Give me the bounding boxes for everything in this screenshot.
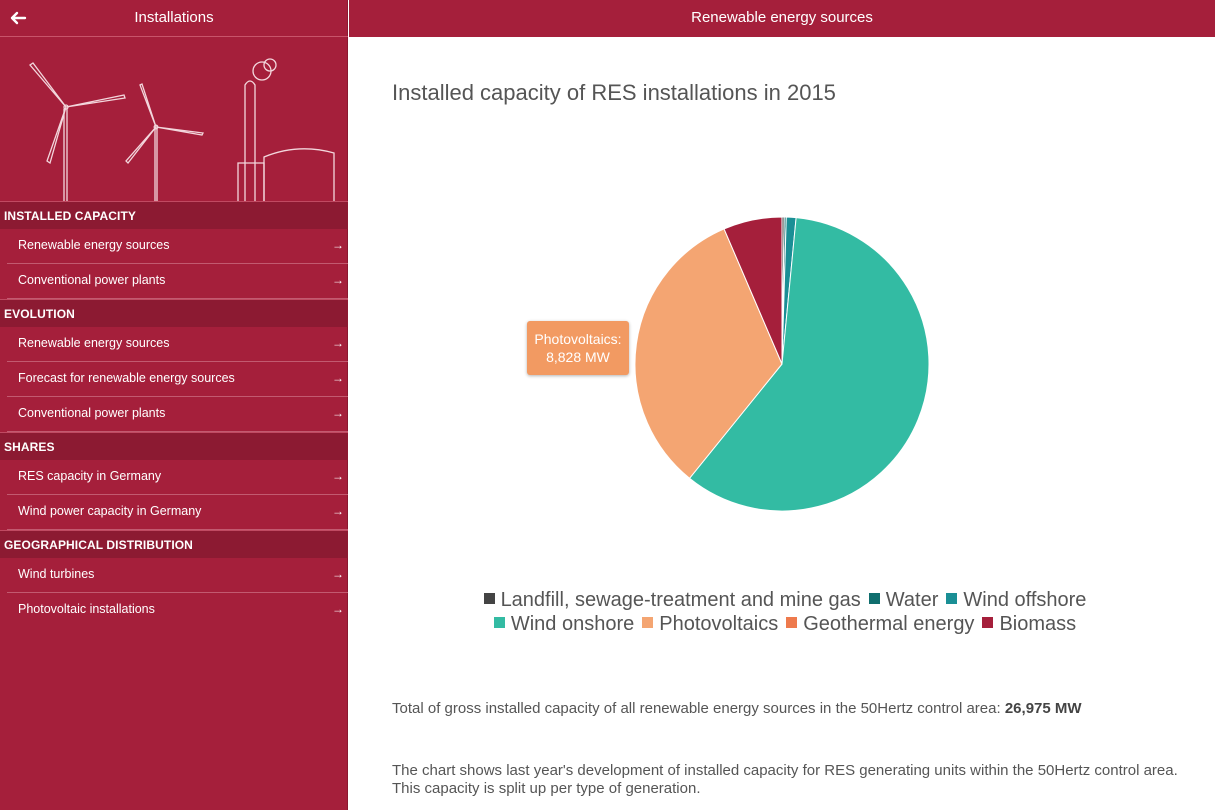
arrow-left-icon: [10, 11, 27, 25]
sidebar-item-label: RES capacity in Germany: [18, 469, 162, 483]
legend-label: Wind offshore: [963, 589, 1087, 611]
pie-chart[interactable]: [620, 205, 950, 525]
sidebar-header: Installations: [0, 0, 348, 37]
arrow-right-icon: →: [332, 504, 344, 518]
wind-and-power-plant-illustration: [29, 58, 335, 201]
sidebar-item-label: Wind turbines: [18, 567, 95, 581]
arrow-right-icon: →: [332, 567, 344, 581]
sidebar-title: Installations: [134, 9, 214, 26]
chart-tooltip: Photovoltaics: 8,828 MW: [527, 321, 629, 375]
sidebar-item-res-capacity-in-germany[interactable]: RES capacity in Germany →: [7, 460, 348, 495]
arrow-right-icon: →: [332, 371, 344, 385]
sidebar-item-forecast-for-renewable-energy-sources[interactable]: Forecast for renewable energy sources →: [7, 362, 348, 397]
total-label: Total of gross installed capacity of all…: [392, 700, 1001, 717]
sidebar: Installations INSTALLED CAPACITY Renew: [0, 0, 348, 810]
sidebar-item-renewable-energy-sources[interactable]: Renewable energy sources →: [7, 327, 348, 362]
legend-item-biomass[interactable]: Biomass: [982, 612, 1076, 636]
legend-swatch: [786, 617, 798, 628]
legend-item-water[interactable]: Water: [868, 588, 939, 612]
pie-slice-wind-onshore[interactable]: [688, 217, 930, 512]
sidebar-item-label: Photovoltaic installations: [18, 602, 155, 616]
sidebar-item-label: Conventional power plants: [18, 406, 166, 420]
sidebar-item-wind-turbines[interactable]: Wind turbines →: [7, 558, 348, 593]
legend-label: Photovoltaics: [659, 613, 779, 635]
legend-label: Wind onshore: [510, 613, 635, 635]
sidebar-nav: INSTALLED CAPACITY Renewable energy sourc…: [0, 201, 348, 628]
top-bar: Renewable energy sources: [349, 0, 1215, 37]
tooltip-value: 8,828 MW: [546, 349, 610, 365]
chart-legend: Landfill, sewage-treatment and mine gas W…: [440, 588, 1130, 636]
legend-label: Water: [885, 589, 939, 611]
sidebar-item-wind-power-capacity-in-germany[interactable]: Wind power capacity in Germany →: [7, 495, 348, 530]
sidebar-item-label: Conventional power plants: [18, 273, 166, 287]
legend-item-wind-offshore[interactable]: Wind offshore: [946, 588, 1086, 612]
sidebar-item-renewable-energy-sources[interactable]: Renewable energy sources →: [7, 229, 348, 264]
page-title: Renewable energy sources: [691, 9, 873, 26]
arrow-right-icon: →: [332, 602, 344, 616]
total-value: 26,975 MW: [1004, 700, 1082, 717]
sidebar-item-label: Renewable energy sources: [18, 336, 170, 350]
sidebar-item-label: Forecast for renewable energy sources: [18, 371, 235, 385]
legend-item-geothermal-energy[interactable]: Geothermal energy: [786, 612, 974, 636]
section-header-installed-capacity: INSTALLED CAPACITY: [0, 201, 348, 229]
back-button[interactable]: [6, 6, 30, 30]
chart-title: Installed capacity of RES installations …: [392, 80, 836, 105]
legend-swatch: [982, 617, 994, 628]
sidebar-item-conventional-power-plants[interactable]: Conventional power plants →: [7, 397, 348, 432]
arrow-right-icon: →: [332, 336, 344, 350]
description-line: This capacity is split up per type of ge…: [392, 780, 701, 797]
legend-swatch: [868, 593, 880, 604]
sidebar-item-photovoltaic-installations[interactable]: Photovoltaic installations →: [7, 593, 348, 628]
legend-label: Geothermal energy: [803, 613, 975, 635]
legend-item-wind-onshore[interactable]: Wind onshore: [493, 612, 635, 636]
legend-swatch: [642, 617, 654, 628]
arrow-right-icon: →: [332, 469, 344, 483]
pie-slice-photovoltaics[interactable]: [634, 228, 783, 479]
legend-swatch: [483, 593, 495, 604]
legend-swatch: [946, 593, 958, 604]
section-header-geographical-distribution: GEOGRAPHICAL DISTRIBUTION: [0, 530, 348, 558]
section-header-shares: SHARES: [0, 432, 348, 460]
legend-item-landfill-sewage-treatment-and-mine-gas[interactable]: Landfill, sewage-treatment and mine gas: [483, 588, 861, 612]
sidebar-item-conventional-power-plants[interactable]: Conventional power plants →: [7, 264, 348, 299]
legend-item-photovoltaics[interactable]: Photovoltaics: [642, 612, 778, 636]
section-header-evolution: EVOLUTION: [0, 299, 348, 327]
arrow-right-icon: →: [332, 406, 344, 420]
pie-slice-biomass[interactable]: [723, 216, 783, 365]
total-capacity-text: Total of gross installed capacity of all…: [392, 700, 1082, 717]
arrow-right-icon: →: [332, 273, 344, 287]
legend-label: Biomass: [999, 613, 1077, 635]
sidebar-item-label: Wind power capacity in Germany: [18, 504, 202, 518]
sidebar-item-label: Renewable energy sources: [18, 238, 170, 252]
tooltip-series: Photovoltaics:: [534, 331, 622, 347]
legend-label: Landfill, sewage-treatment and mine gas: [500, 589, 861, 611]
arrow-right-icon: →: [332, 238, 344, 252]
legend-swatch: [493, 617, 505, 628]
chart-description: The chart shows last year's development …: [392, 762, 1192, 798]
description-line: The chart shows last year's development …: [392, 762, 1178, 779]
